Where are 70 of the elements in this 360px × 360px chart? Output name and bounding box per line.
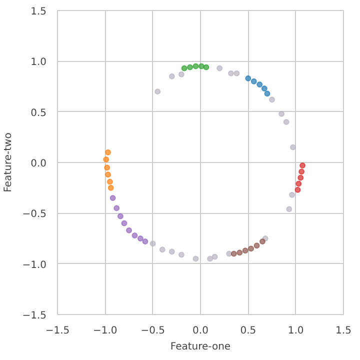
point [250,78,257,84]
point [105,172,112,178]
x-axis-title: Feature-one [170,342,231,352]
point [286,206,292,212]
point [181,65,188,72]
x-tick-label: 0.5 [240,326,256,336]
point [168,73,175,80]
x-tick-label: 1.5 [336,326,352,336]
x-tick-label: 0.0 [192,326,208,336]
point [289,192,296,198]
point [114,205,120,212]
point [108,184,114,191]
point [154,88,161,95]
point [296,180,302,187]
point [236,250,243,256]
point [192,63,199,70]
point [228,70,234,76]
point [290,144,296,150]
point [105,149,112,156]
point [103,156,110,162]
y-tick-label: −0.5 [22,209,47,220]
point [159,246,166,253]
point [187,64,194,70]
x-tick-label: −1.0 [93,326,118,336]
point [203,64,210,70]
point [300,162,306,169]
point [132,232,138,238]
point [212,254,218,260]
point [230,250,237,257]
y-axis-title: Feature-two [3,132,14,192]
point [110,194,116,201]
point [178,252,184,258]
point [256,81,263,88]
y-tick-label: −1.5 [22,310,47,322]
point [121,220,128,226]
point [248,246,254,252]
point [226,250,232,257]
x-tick-label: 1.0 [288,326,304,336]
point [216,65,223,72]
point [117,213,124,220]
point [294,186,301,193]
point [192,256,199,262]
point [298,174,304,181]
point [264,90,270,97]
point [137,236,144,242]
y-tick-label: 1.0 [30,57,47,68]
point [168,248,175,255]
point [142,238,148,245]
point [261,86,268,92]
x-tick-label: −1.5 [45,326,70,336]
point [245,75,252,82]
point [259,238,266,245]
y-tick-label: 0.0 [30,158,47,170]
point [298,168,305,175]
point [254,242,260,249]
point [178,71,184,78]
point [106,178,113,185]
point [242,248,248,254]
x-tick-label: −0.5 [140,326,165,336]
y-tick-label: −1.0 [22,260,47,271]
point [234,70,240,76]
point [126,227,132,234]
y-tick-label: 1.5 [30,6,47,18]
y-tick-label: 0.5 [30,108,47,119]
point [269,96,275,103]
point [278,110,285,117]
point [207,256,214,262]
point [283,118,290,125]
point [104,164,110,171]
point [150,240,156,247]
